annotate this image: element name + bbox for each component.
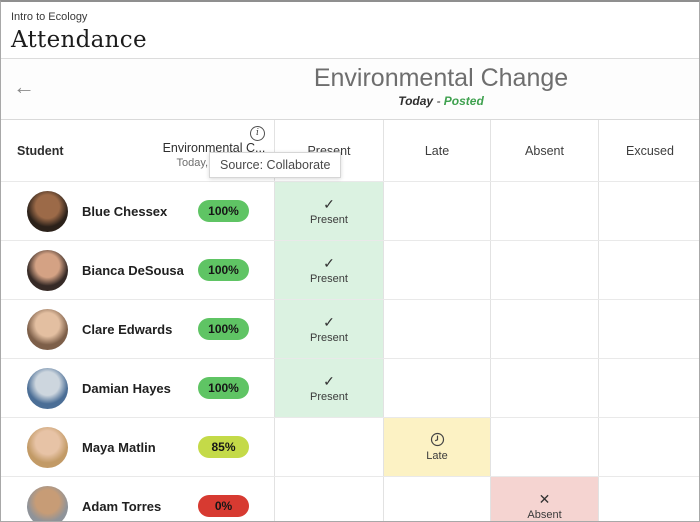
clock-icon	[430, 432, 444, 447]
student-name: Clare Edwards	[82, 321, 173, 337]
meeting-separator: -	[433, 93, 444, 108]
assessment-title: Environmental C...	[162, 140, 266, 155]
table-row: Blue Chessex 100% ✓ Present	[1, 181, 699, 240]
mark-cell[interactable]	[490, 300, 598, 358]
mark-cell[interactable]	[383, 477, 490, 521]
mark-label: Present	[310, 331, 348, 344]
column-header-late: Late	[383, 120, 490, 181]
mark-cell[interactable]	[383, 300, 490, 358]
check-icon: ✓	[323, 372, 335, 389]
mark-cell-selected[interactable]: ✓ Present	[274, 300, 383, 358]
page-title: Attendance	[11, 27, 147, 53]
breadcrumb[interactable]: Intro to Ecology	[11, 11, 88, 23]
mark-label: Present	[310, 272, 348, 285]
table-row: Adam Torres 0% ✕ Absent	[1, 476, 699, 521]
attendance-score-pill[interactable]: 100%	[198, 377, 249, 399]
mark-cell[interactable]	[598, 418, 699, 476]
table-row: Clare Edwards 100% ✓ Present	[1, 299, 699, 358]
mark-cell[interactable]	[598, 359, 699, 417]
table-body: Blue Chessex 100% ✓ Present Bianca DeSous…	[1, 181, 699, 521]
clock-icon	[430, 432, 445, 447]
meeting-subtitle: Today - Posted	[181, 93, 699, 108]
mark-cell[interactable]	[490, 182, 598, 240]
mark-label: Absent	[527, 508, 562, 521]
meeting-toolbar: ← Environmental Change Today - Posted So…	[1, 59, 699, 178]
mark-cell[interactable]	[383, 182, 490, 240]
check-icon: ✓	[323, 313, 335, 330]
student-cell[interactable]: Damian Hayes 100%	[1, 359, 274, 417]
attendance-score-pill[interactable]: 100%	[198, 200, 249, 222]
attendance-table: Student Environmental C... Today, 9:55 A…	[1, 119, 699, 521]
mark-cell[interactable]	[490, 418, 598, 476]
mark-label: Late	[426, 450, 448, 462]
meeting-header: Environmental Change Today - Posted	[181, 64, 699, 108]
mark-cell-selected[interactable]: Late	[383, 418, 490, 476]
meeting-status-posted: Posted	[443, 93, 484, 108]
student-cell[interactable]: Blue Chessex 100%	[1, 182, 274, 240]
student-name: Blue Chessex	[82, 203, 168, 219]
student-name: Damian Hayes	[82, 380, 171, 396]
check-icon: ✓	[323, 254, 335, 271]
mark-cell[interactable]	[598, 300, 699, 358]
mark-cell[interactable]	[274, 477, 383, 521]
avatar	[27, 485, 68, 521]
mark-cell[interactable]	[383, 359, 490, 417]
mark-cell[interactable]	[598, 477, 699, 521]
mark-cell-selected[interactable]: ✓ Present	[274, 182, 383, 240]
mark-cell[interactable]	[490, 359, 598, 417]
student-cell[interactable]: Bianca DeSousa 100%	[1, 241, 274, 299]
student-name: Maya Matlin	[82, 439, 156, 455]
table-row: Maya Matlin 85% Late	[1, 417, 699, 476]
mark-cell-selected[interactable]: ✓ Present	[274, 359, 383, 417]
avatar	[27, 426, 68, 468]
column-header-absent: Absent	[490, 120, 598, 181]
info-icon[interactable]: i	[250, 126, 265, 141]
student-cell[interactable]: Clare Edwards 100%	[1, 300, 274, 358]
mark-cell[interactable]	[274, 418, 383, 476]
mark-cell[interactable]	[598, 241, 699, 299]
source-tooltip: Source: Collaborate	[209, 152, 342, 178]
mark-cell-selected[interactable]: ✓ Present	[274, 241, 383, 299]
meeting-date: Today	[398, 93, 434, 108]
back-arrow-icon[interactable]: ←	[13, 74, 35, 99]
table-header-row: Student Environmental C... Today, 9:55 A…	[1, 120, 699, 181]
avatar	[27, 308, 68, 350]
check-icon: ✓	[323, 195, 335, 212]
mark-cell-selected[interactable]: ✕ Absent	[490, 477, 598, 521]
mark-cell[interactable]	[383, 241, 490, 299]
attendance-score-pill[interactable]: 100%	[198, 318, 249, 340]
mark-cell[interactable]	[598, 182, 699, 240]
student-cell[interactable]: Adam Torres 0%	[1, 477, 274, 521]
attendance-score-pill[interactable]: 100%	[198, 259, 249, 281]
student-name: Adam Torres	[82, 498, 162, 514]
student-name: Bianca DeSousa	[82, 262, 184, 278]
mark-label: Present	[310, 390, 348, 403]
attendance-score-pill[interactable]: 85%	[198, 436, 249, 458]
x-icon: ✕	[538, 490, 551, 507]
meeting-title: Environmental Change	[313, 64, 569, 92]
table-row: Bianca DeSousa 100% ✓ Present	[1, 240, 699, 299]
mark-cell[interactable]	[490, 241, 598, 299]
student-cell[interactable]: Maya Matlin 85%	[1, 418, 274, 476]
column-header-excused: Excused	[598, 120, 699, 181]
mark-label: Present	[310, 213, 348, 226]
avatar	[27, 367, 68, 409]
avatar	[27, 249, 68, 291]
table-row: Damian Hayes 100% ✓ Present	[1, 358, 699, 417]
avatar	[27, 190, 68, 232]
app-header: Intro to Ecology Attendance	[1, 2, 699, 59]
student-column-header: Student	[17, 143, 64, 158]
attendance-score-pill[interactable]: 0%	[198, 495, 249, 517]
